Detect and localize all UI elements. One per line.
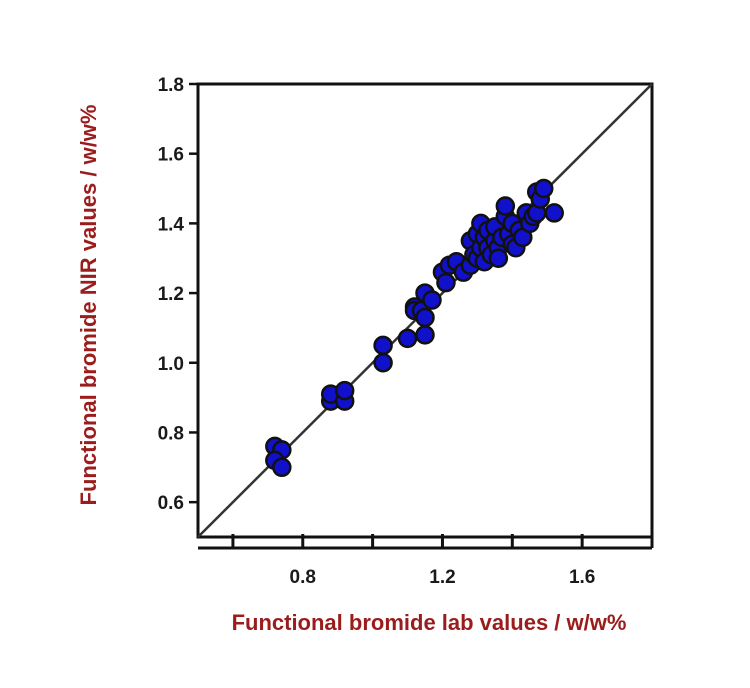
data-point xyxy=(373,353,393,373)
x-axis-title: Functional bromide lab values / w/w% xyxy=(232,610,627,635)
y-tick-label: 1.8 xyxy=(158,75,184,96)
y-tick-label: 1.0 xyxy=(158,354,184,375)
data-point xyxy=(436,272,456,293)
x-tick-label: 0.8 xyxy=(290,567,316,588)
data-point xyxy=(488,248,509,268)
data-point xyxy=(415,307,435,328)
data-point xyxy=(533,178,554,199)
data-point xyxy=(415,325,435,345)
data-point xyxy=(544,203,564,223)
data-point xyxy=(495,196,516,216)
plot-frame xyxy=(196,82,654,539)
y-tick-label: 1.4 xyxy=(158,214,185,235)
data-point xyxy=(422,290,442,310)
y-axis-ticks: 0.6 0.8 1.0 1.2 1.4 1.6 1.8 xyxy=(158,75,198,514)
x-axis-ticks: 0.8 1.2 1.6 xyxy=(198,534,654,588)
data-point xyxy=(373,335,393,356)
x-tick-label: 1.6 xyxy=(569,567,595,588)
plot-area xyxy=(196,82,654,539)
y-tick-label: 1.6 xyxy=(158,145,184,166)
y-tick-label: 0.6 xyxy=(158,493,184,514)
data-point xyxy=(272,457,292,478)
y-tick-label: 1.2 xyxy=(158,284,184,305)
y-tick-label: 0.8 xyxy=(158,423,184,444)
y-axis-title: Functional bromide NIR values / w/w% xyxy=(76,105,101,506)
data-point xyxy=(334,380,355,401)
data-point xyxy=(397,328,418,349)
x-tick-label: 1.2 xyxy=(429,567,455,588)
